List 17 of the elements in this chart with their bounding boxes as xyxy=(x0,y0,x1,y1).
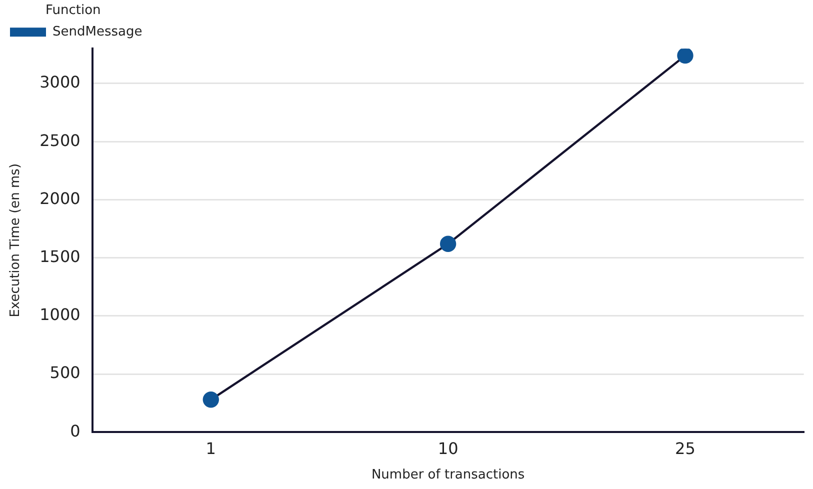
x-tick-label: 1 xyxy=(206,438,216,458)
x-axis-title: Number of transactions xyxy=(371,468,525,483)
y-tick-label: 500 xyxy=(50,363,80,382)
y-tick-label: 1500 xyxy=(40,246,80,266)
point xyxy=(677,48,694,64)
point xyxy=(202,392,219,408)
y-tick-label: 2000 xyxy=(40,188,80,208)
point xyxy=(440,236,456,252)
legend-title: Function xyxy=(45,2,101,18)
y-tick-label: 0 xyxy=(70,421,80,440)
y-tick-label: 2500 xyxy=(40,130,80,150)
x-tick-label: 10 xyxy=(438,438,458,458)
y-axis-title: Execution Time (en ms) xyxy=(8,163,24,318)
y-tick-label: 1000 xyxy=(40,305,80,324)
legend-label: SendMessage xyxy=(52,24,142,40)
y-tick-label: 3000 xyxy=(40,72,80,92)
x-tick-label: 25 xyxy=(675,438,696,458)
